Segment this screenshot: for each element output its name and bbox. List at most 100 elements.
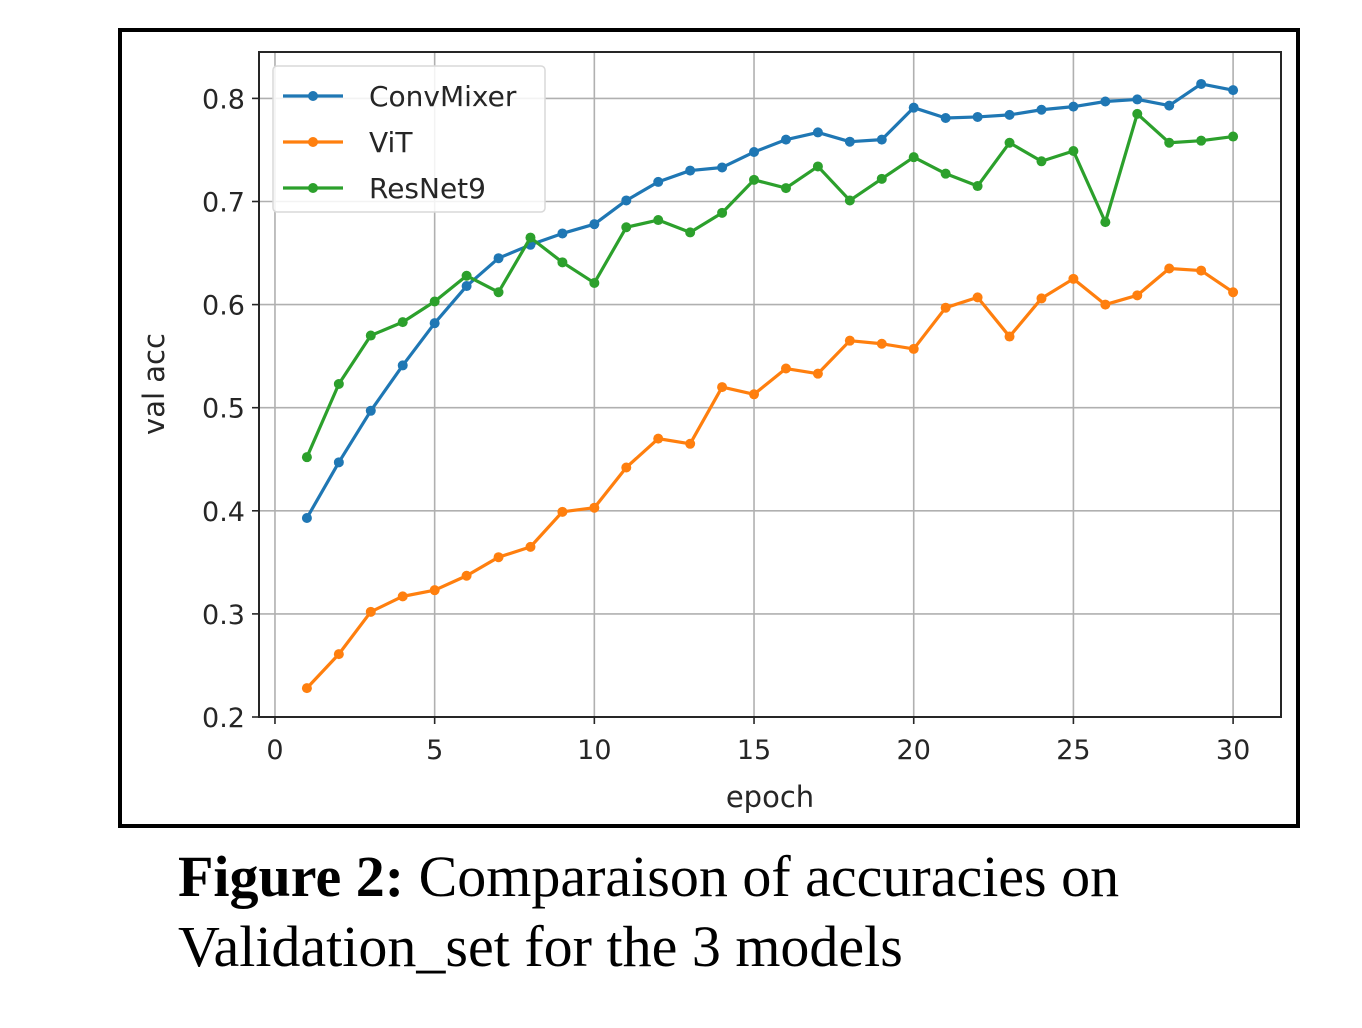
data-point [1036, 156, 1047, 167]
legend-marker [308, 137, 318, 147]
data-point [940, 302, 951, 313]
data-point [844, 335, 855, 346]
y-tick-label: 0.4 [202, 497, 245, 528]
y-tick-label: 0.2 [202, 703, 245, 734]
data-point [1132, 108, 1143, 119]
data-point [1132, 290, 1143, 301]
data-point [1164, 137, 1175, 148]
data-point [397, 591, 408, 602]
data-point [653, 433, 664, 444]
legend-label: ConvMixer [369, 80, 517, 113]
data-point [908, 343, 919, 354]
data-point [1100, 217, 1111, 228]
data-point [653, 215, 664, 226]
data-point [972, 111, 983, 122]
x-tick-label: 5 [426, 735, 443, 766]
data-point [940, 168, 951, 179]
data-point [876, 338, 887, 349]
data-point [876, 134, 887, 145]
legend-marker [308, 183, 318, 193]
data-point [749, 389, 760, 400]
data-point [333, 457, 344, 468]
series-convmixer [301, 78, 1239, 524]
y-tick-label: 0.8 [202, 84, 245, 115]
data-point [1196, 265, 1207, 276]
data-point [844, 136, 855, 147]
data-point [397, 317, 408, 328]
data-point [780, 134, 791, 145]
data-point [525, 232, 536, 243]
series-lines [301, 78, 1239, 694]
data-point [717, 162, 728, 173]
data-point [429, 296, 440, 307]
data-point [908, 102, 919, 113]
data-point [333, 649, 344, 660]
data-point [1004, 109, 1015, 120]
data-point [844, 195, 855, 206]
data-point [557, 257, 568, 268]
data-point [876, 173, 887, 184]
x-tick-label: 25 [1056, 735, 1090, 766]
data-point [301, 452, 312, 463]
series-resnet9 [301, 108, 1239, 463]
data-point [1196, 135, 1207, 146]
data-point [780, 183, 791, 194]
data-point [333, 378, 344, 389]
data-point [589, 277, 600, 288]
data-point [1100, 96, 1111, 107]
data-point [301, 513, 312, 524]
y-tick-label: 0.3 [202, 600, 245, 631]
data-point [1068, 101, 1079, 112]
data-point [972, 181, 983, 192]
data-point [717, 207, 728, 218]
data-point [493, 287, 504, 298]
data-point [525, 541, 536, 552]
data-point [1068, 145, 1079, 156]
legend-box [272, 65, 546, 213]
data-point [749, 174, 760, 185]
data-point [1164, 100, 1175, 111]
y-tick-label: 0.7 [202, 187, 245, 218]
data-point [685, 227, 696, 238]
data-point [1132, 94, 1143, 105]
series-line [305, 266, 1234, 690]
data-point [461, 281, 472, 292]
data-point [812, 368, 823, 379]
data-point [461, 570, 472, 581]
x-tick-label: 15 [737, 735, 771, 766]
series-line [305, 112, 1234, 458]
data-point [653, 176, 664, 187]
data-point [1164, 263, 1175, 274]
data-point [397, 360, 408, 371]
data-point [717, 382, 728, 393]
data-point [1228, 85, 1239, 96]
data-point [1196, 78, 1207, 89]
data-point [589, 502, 600, 513]
data-point [461, 270, 472, 281]
data-point [1004, 137, 1015, 148]
y-tick-label: 0.5 [202, 394, 245, 425]
data-point [493, 552, 504, 563]
x-axis-label: epoch [726, 780, 814, 814]
data-point [621, 222, 632, 233]
caption-text: Comparaison of accuracies on Validation_… [178, 844, 1120, 979]
x-tick-label: 0 [266, 735, 283, 766]
line-chart: 0 5 10 15 20 25 300.20.30.40.50.60.70.8 epoch … [137, 51, 1282, 814]
data-point [557, 506, 568, 517]
x-tick-label: 30 [1216, 735, 1250, 766]
data-point [812, 127, 823, 138]
data-point [1068, 273, 1079, 284]
x-tick-label: 20 [897, 735, 931, 766]
data-point [365, 330, 376, 341]
data-point [1228, 287, 1239, 298]
plot-border [258, 51, 1282, 718]
data-point [972, 292, 983, 303]
series-line [305, 82, 1234, 519]
data-point [1036, 293, 1047, 304]
data-point [621, 195, 632, 206]
data-point [940, 112, 951, 123]
data-point [749, 147, 760, 158]
y-tick-label: 0.6 [202, 291, 245, 322]
legend-label: ViT [369, 126, 413, 159]
data-point [1228, 131, 1239, 142]
